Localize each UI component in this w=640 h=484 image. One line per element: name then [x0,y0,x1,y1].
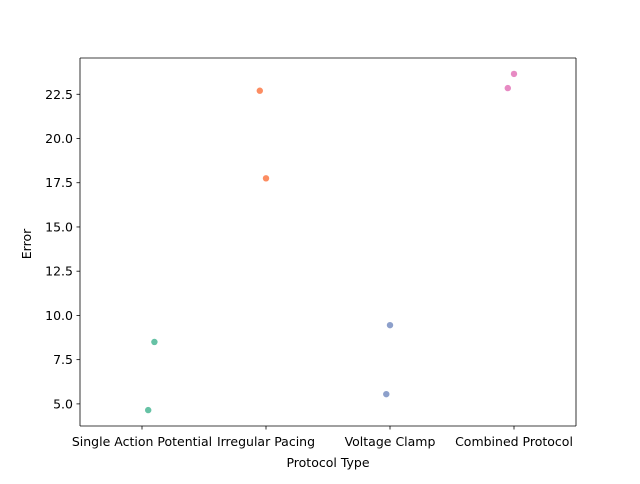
y-tick-label: 5.0 [53,396,73,411]
x-tick-label: Single Action Potential [72,434,212,449]
data-point [383,390,390,398]
data-point [145,406,152,414]
data-point [504,84,511,92]
x-axis-label: Protocol Type [286,455,369,470]
plot-background [80,58,576,426]
y-tick-label: 22.5 [45,87,73,102]
y-tick-label: 10.0 [45,308,73,323]
data-point [256,87,263,94]
data-point [262,175,270,182]
plot-area [80,58,576,426]
y-tick-label: 7.5 [53,352,73,367]
y-axis-label: Error [19,228,34,259]
y-tick-label: 20.0 [45,131,73,146]
data-point [510,70,518,78]
data-point [386,321,394,329]
x-tick-label: Combined Protocol [455,434,573,449]
x-tick-label: Irregular Pacing [217,434,315,449]
axes: 5.0 7.5 10.0 12.5 15.0 17.5 20.0 22.5 Single Act… [45,57,577,449]
data-point [151,338,158,346]
y-tick-label: 12.5 [45,264,73,279]
y-tick-label: 15.0 [45,219,73,234]
x-tick-label: Voltage Clamp [345,434,436,449]
y-tick-label: 17.5 [45,175,73,190]
data-points [145,70,518,414]
